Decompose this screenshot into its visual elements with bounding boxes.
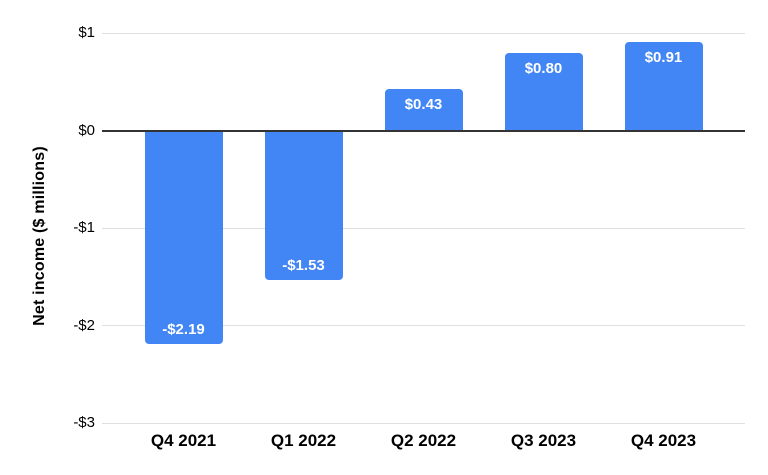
x-axis-label-q3-2023: Q3 2023 <box>510 431 577 450</box>
y-tick-label-2: -$2 <box>73 316 95 334</box>
y-tick-label-3: -$3 <box>73 414 95 431</box>
gridline-2 <box>102 325 745 326</box>
gridline-1 <box>102 227 745 229</box>
x-axis-label-q4-2023: Q4 2023 <box>630 431 697 450</box>
bar-q4-2021: -$2.19 <box>144 130 223 345</box>
bar-q1-2022: -$1.53 <box>264 130 343 280</box>
x-axis-label-q4-2021: Q4 2021 <box>150 431 217 450</box>
bar-q4-2023: $0.91 <box>624 41 703 131</box>
bar-value-label-q1-2022: -$1.53 <box>282 256 325 274</box>
zero-axis-line <box>102 129 745 132</box>
gridline-1 <box>102 32 745 34</box>
bar-q2-2022: $0.43 <box>384 88 463 131</box>
y-tick-label-1: $1 <box>78 24 95 41</box>
bar-value-label-q3-2023: $0.80 <box>524 59 563 77</box>
bar-value-label-q4-2021: -$2.19 <box>162 321 205 339</box>
x-axis-label-q1-2022: Q1 2022 <box>270 431 337 450</box>
y-tick-label-0: $0 <box>78 121 95 139</box>
bar-value-label-q2-2022: $0.43 <box>404 95 443 113</box>
gridline-3 <box>102 422 745 424</box>
x-axis-label-q2-2022: Q2 2022 <box>390 431 457 450</box>
y-tick-label-1: -$1 <box>73 219 95 236</box>
bar-q3-2023: $0.80 <box>504 52 583 131</box>
bar-value-label-q4-2023: $0.91 <box>644 48 683 66</box>
